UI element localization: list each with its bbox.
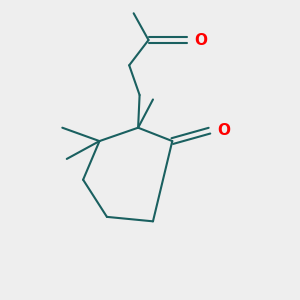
Text: O: O	[217, 123, 230, 138]
Text: O: O	[195, 32, 208, 47]
